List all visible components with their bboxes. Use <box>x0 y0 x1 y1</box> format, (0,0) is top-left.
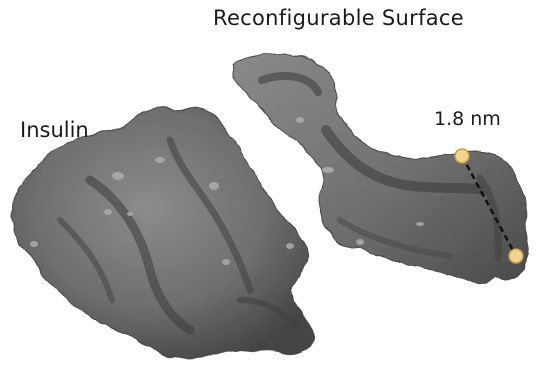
distance-marker-bottom <box>508 248 524 264</box>
surface-label: Reconfigurable Surface <box>213 6 465 30</box>
surface-highlights <box>296 117 424 245</box>
distance-marker-top <box>454 148 470 164</box>
reconfigurable-surface-molecule <box>231 53 528 285</box>
distance-label: 1.8 nm <box>434 108 501 130</box>
insulin-molecule <box>13 106 316 361</box>
distance-measurement <box>454 148 524 264</box>
insulin-shading <box>57 136 299 335</box>
insulin-highlights <box>30 157 294 265</box>
distance-dashed-line <box>460 155 518 257</box>
surface-shading <box>258 72 502 262</box>
insulin-label: Insulin <box>20 118 89 142</box>
